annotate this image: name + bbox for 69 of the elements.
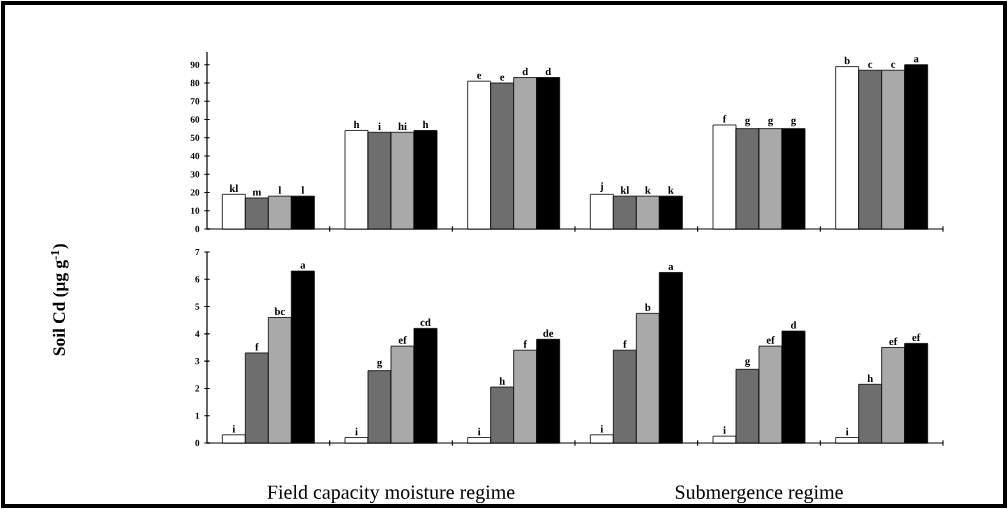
data-label: c [868,62,873,68]
data-label: i [355,427,358,436]
y-tick-label: 10 [191,207,200,214]
data-label: h [353,120,360,129]
data-label: f [722,115,727,123]
y-tick-label: 6 [195,276,200,283]
data-label: f [623,340,627,348]
data-label: ef [889,337,898,346]
text: Field capacity moisture regime [267,484,515,504]
data-label: f [255,343,259,351]
data-label: de [543,329,554,337]
data-label: ef [398,336,407,344]
data-label: a [913,57,919,63]
y-tick-label: 4 [195,330,200,337]
data-label: d [522,67,529,76]
data-label: i [845,427,849,436]
data-label: a [668,264,674,271]
data-label: kl [229,184,239,192]
y-tick-label: 0 [195,225,200,233]
data-label: k [668,186,674,194]
text: Submergence regime [675,484,843,504]
y-tick-label: 2 [195,385,200,392]
y-tick-label: 50 [190,134,200,141]
data-label: g [377,360,383,369]
data-label: m [252,190,262,196]
data-label: d [545,67,552,76]
data-label: k [645,186,651,194]
y-tick-label: 80 [190,79,200,87]
data-label: e [500,75,505,81]
y-tick-label: 20 [190,189,200,196]
y-tick-label: 5 [195,303,200,310]
data-label: c [891,62,896,68]
data-label: bc [274,307,285,316]
data-label: i [378,122,381,130]
y-tick-label: 30 [190,171,200,178]
data-label: a [300,263,306,269]
y-tick-label: 7 [195,248,200,256]
data-label: l [278,186,282,194]
data-label: h [867,374,873,382]
y-tick-label: 3 [195,358,200,365]
data-label: h [499,377,505,385]
y-tick-label: 70 [190,98,200,105]
data-label: b [644,303,651,311]
data-label: e [477,73,482,79]
data-label: g [745,359,751,367]
data-label: d [790,321,797,329]
data-label: kl [620,186,630,194]
data-label: i [723,426,726,434]
data-label: j [599,182,603,192]
data-label: i [232,425,236,433]
y-tick-label: 40 [190,152,200,160]
data-label: i [600,425,604,433]
data-label: h [422,120,429,129]
data-label: b [844,56,850,65]
data-label: ef [766,336,775,344]
y-tick-label: 1 [195,412,200,419]
y-axis-title: Soil Cd (µg g$^{-1}$) [50,244,69,356]
y-tick-label: 90 [190,61,200,68]
data-label: cd [420,318,431,326]
data-label: ef [912,333,921,341]
data-label: g [791,118,797,127]
data-label: f [523,340,528,348]
data-label: i [477,427,481,436]
data-label: hi [398,122,407,130]
data-label: l [301,186,305,194]
data-label: g [745,118,751,127]
y-tick-label: 60 [190,116,200,123]
data-label: g [768,118,774,127]
y-tick-label: 0 [195,439,200,447]
